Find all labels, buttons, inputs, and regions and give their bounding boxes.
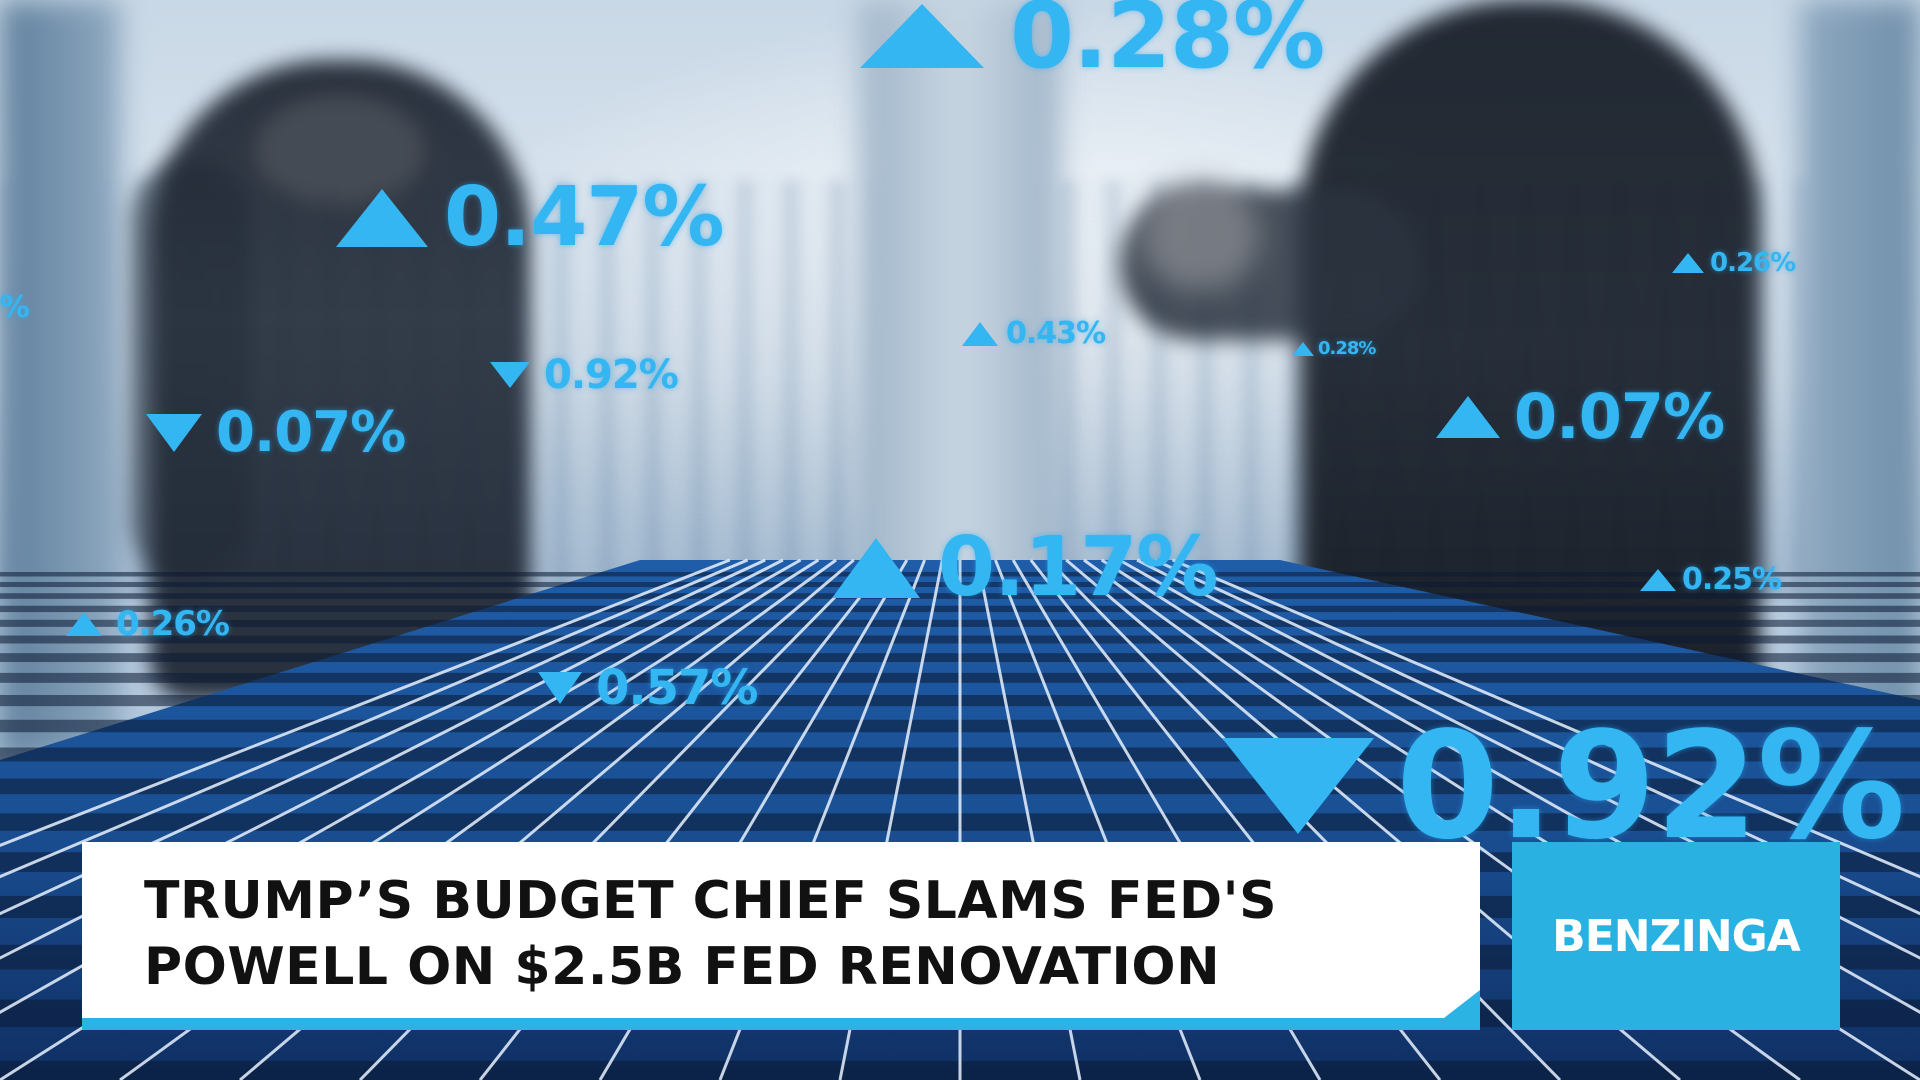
board-column-line — [1118, 558, 1920, 1014]
headline-line-1: TRUMP’S BUDGET CHIEF SLAMS FED'S — [144, 871, 1278, 931]
window-pillar-right — [1800, 0, 1920, 760]
tick-value: 0.25% — [1682, 562, 1782, 597]
tick-value: 0.28% — [1318, 338, 1376, 359]
board-column-line — [0, 558, 731, 847]
tick-down-mid: 0.92% — [490, 352, 679, 398]
tick-value: 0.07% — [216, 400, 406, 465]
headline-banner — [82, 842, 1480, 1018]
tick-value: 99% — [0, 290, 30, 325]
tick-edge-left: 99% — [0, 290, 30, 325]
up-arrow-icon — [1436, 395, 1500, 438]
board-column-line — [0, 558, 802, 1014]
tick-value: 0.26% — [1710, 248, 1796, 278]
tick-value: 0.57% — [596, 660, 759, 716]
down-arrow-icon — [538, 672, 582, 704]
board-column-line — [1154, 558, 1920, 916]
down-arrow-icon — [490, 362, 530, 388]
board-column-line — [0, 558, 784, 960]
up-arrow-icon — [1292, 341, 1314, 356]
up-arrow-icon — [832, 537, 920, 598]
tick-value: 0.92% — [544, 352, 679, 398]
tick-value: 0.28% — [1010, 0, 1325, 89]
tick-up-small-right-low: 0.25% — [1640, 562, 1782, 597]
headline-line-2: POWELL ON $2.5B FED RENOVATION — [144, 937, 1221, 997]
person-right-hand — [1140, 180, 1260, 290]
brand-badge: BENZINGA — [1512, 842, 1840, 1030]
tick-value: 0.47% — [444, 170, 724, 265]
headline-accent-bar — [82, 1018, 1480, 1030]
tick-down-center-low: 0.57% — [538, 660, 759, 716]
tick-up-small-right: 0.26% — [1672, 248, 1796, 278]
up-arrow-icon — [1640, 568, 1676, 591]
tick-down-left: 0.07% — [146, 400, 406, 465]
up-arrow-icon — [1672, 253, 1704, 273]
tick-up-large-top: 0.28% — [860, 0, 1325, 89]
down-arrow-icon — [1222, 738, 1374, 834]
up-arrow-icon — [336, 188, 428, 247]
board-column-line — [1136, 558, 1920, 960]
tick-up-right: 0.07% — [1436, 380, 1725, 453]
tick-up-tiny: 0.28% — [1292, 338, 1376, 359]
tick-value: 0.17% — [938, 520, 1218, 615]
board-column-line — [0, 558, 749, 879]
board-columns — [0, 558, 1920, 1080]
up-arrow-icon — [962, 321, 998, 346]
headline-text: TRUMP’S BUDGET CHIEF SLAMS FED'S POWELL … — [144, 868, 1444, 1000]
tick-up-center: 0.43% — [962, 316, 1106, 351]
up-arrow-icon — [860, 3, 984, 68]
up-arrow-icon — [66, 612, 102, 636]
board-column-line — [0, 558, 766, 916]
tick-value: 0.43% — [1006, 316, 1106, 351]
brand-logo: BENZINGA — [1552, 910, 1801, 962]
tick-up-small-left-low: 0.26% — [66, 604, 230, 644]
headline-accent-corner — [1444, 990, 1480, 1018]
board-column-line — [1171, 558, 1920, 879]
tick-value: 0.26% — [116, 604, 230, 644]
tick-up-left: 0.47% — [336, 170, 724, 265]
window-pillar-center — [860, 0, 1060, 620]
tick-up-center-large: 0.17% — [832, 520, 1218, 615]
tick-value: 0.07% — [1514, 380, 1725, 453]
down-arrow-icon — [146, 413, 202, 452]
